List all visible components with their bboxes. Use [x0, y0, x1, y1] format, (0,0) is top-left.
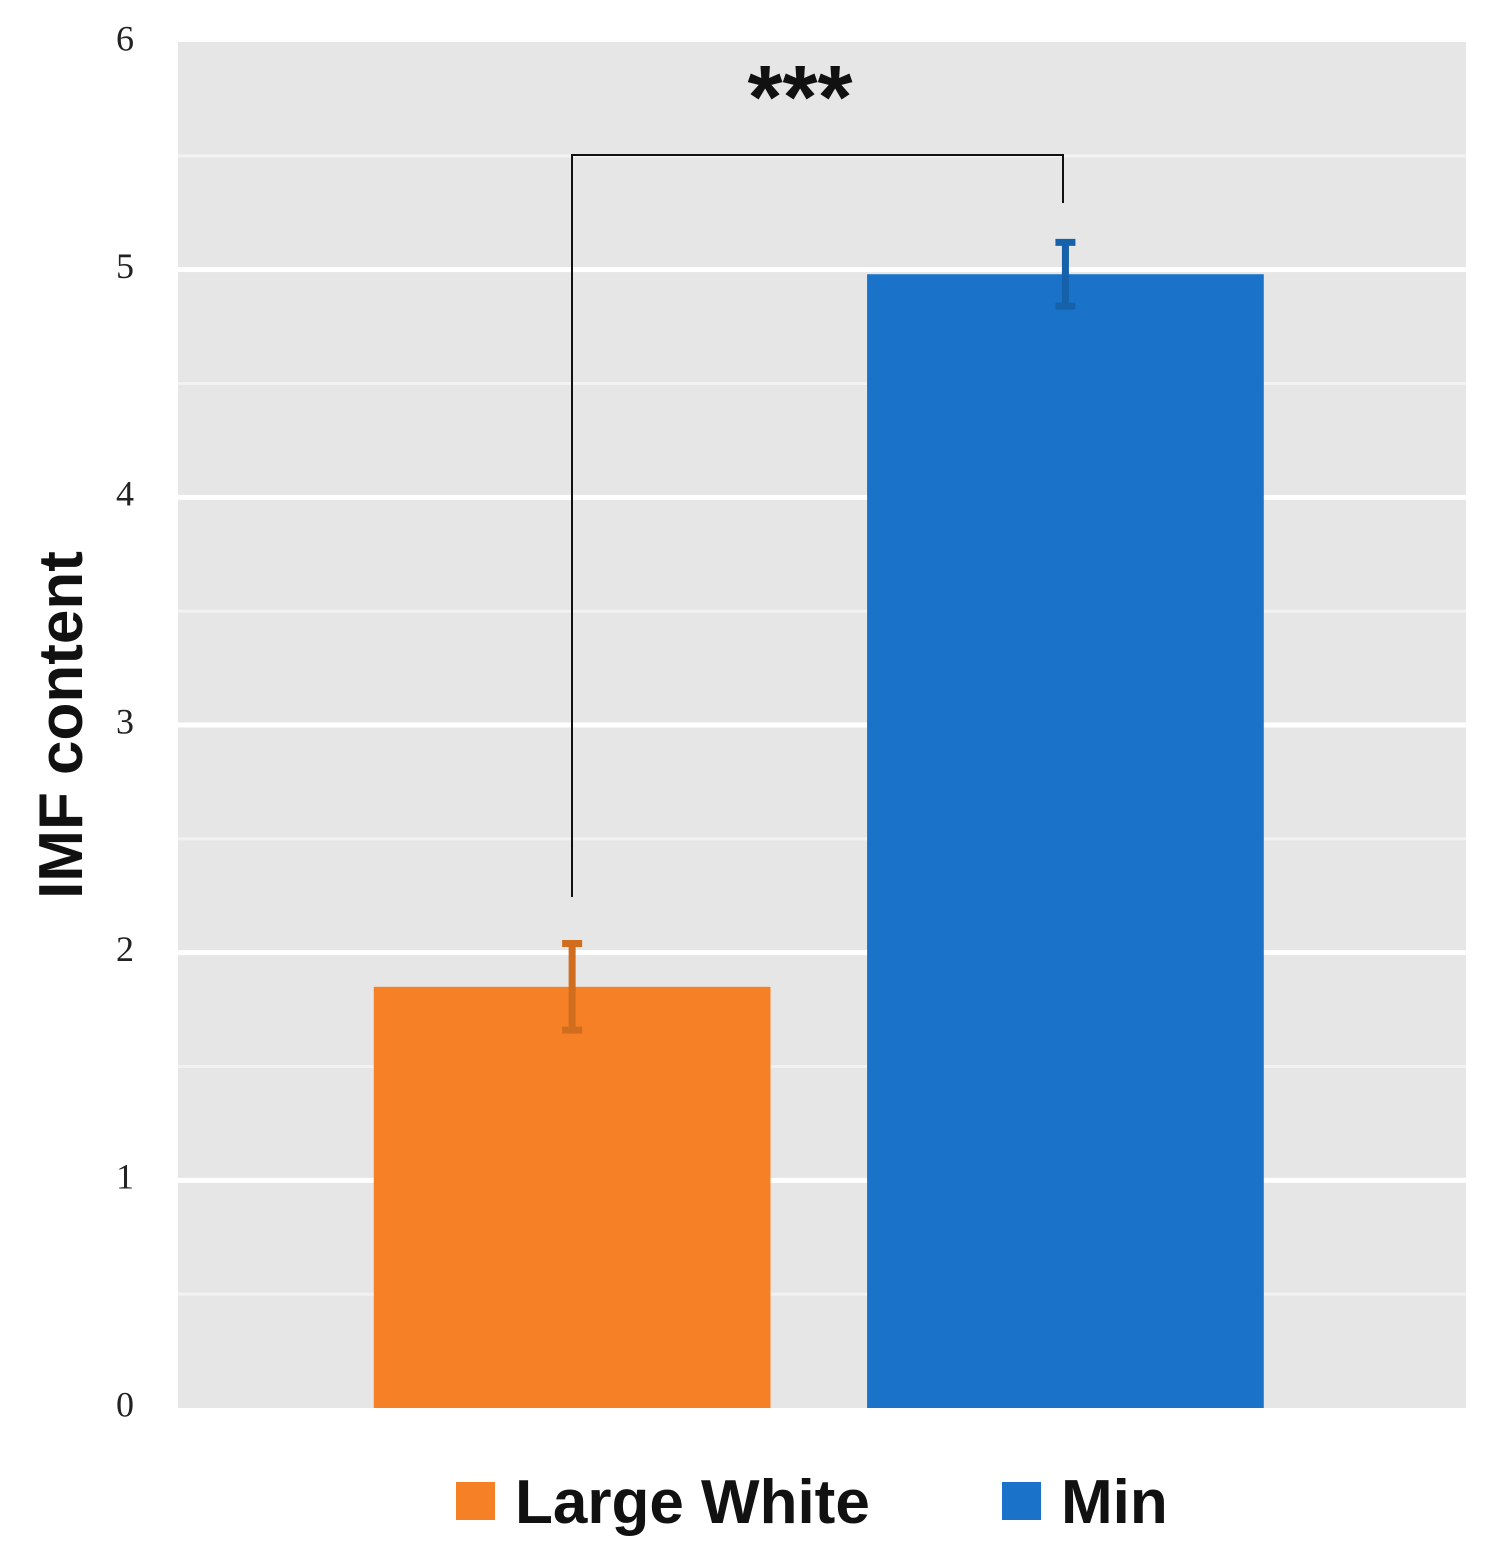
legend-label: Min: [1061, 1468, 1168, 1537]
significance-bracket: [571, 154, 1064, 897]
y-axis-label: IMF content: [27, 551, 96, 899]
y-tick-label: 0: [116, 1384, 134, 1424]
bars: [373, 238, 1264, 1409]
bar: [373, 986, 771, 1408]
annotation: ***: [747, 48, 852, 148]
error-bar: [562, 940, 583, 1034]
y-tick-label: 1: [116, 1157, 134, 1197]
y-tick-label: 6: [116, 18, 134, 58]
legend: Large White Min: [456, 1468, 1168, 1537]
legend-swatch: [1002, 1482, 1041, 1520]
error-bar: [1055, 238, 1076, 310]
y-tick-label: 4: [116, 474, 134, 514]
y-tick-label: 3: [116, 701, 134, 741]
y-tick-label: 5: [116, 246, 134, 286]
bar: [867, 274, 1264, 1409]
y-tick-label: 2: [116, 929, 134, 969]
legend-swatch: [456, 1482, 495, 1520]
legend-label: Large White: [515, 1468, 870, 1537]
